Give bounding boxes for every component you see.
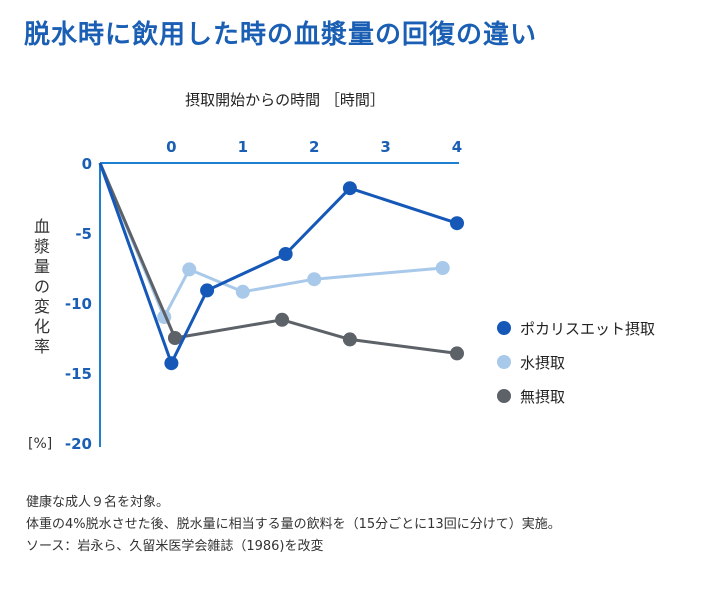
data-point (342, 332, 357, 347)
chart-title: 脱水時に飲用した時の血漿量の回復の違い (24, 20, 538, 50)
legend-marker (497, 389, 511, 403)
footnote-source: ソース：岩永ら、久留米医学会雑誌（1986)を改変 (26, 539, 324, 554)
data-point (342, 181, 357, 196)
series-line (98, 162, 443, 319)
y-axis-label-char: 血 (34, 217, 50, 236)
legend-label: 無摂取 (520, 388, 565, 406)
y-axis-label-char: 漿 (34, 237, 50, 256)
data-point (435, 261, 450, 275)
x-tick-label: 4 (452, 138, 462, 156)
data-point (275, 312, 290, 327)
y-axis-label-char: の (34, 277, 50, 296)
legend-marker (497, 355, 511, 369)
footnote-subjects: 健康な成人９名を対象。 (26, 495, 170, 510)
x-axis-label: 摂取開始からの時間 ［時間］ (185, 91, 385, 109)
x-tick-label: 2 (309, 138, 319, 156)
y-tick-label: -5 (75, 225, 92, 243)
data-point (164, 356, 179, 371)
data-point (278, 247, 293, 261)
line-chart: 摂取開始からの時間 ［時間］ 0 1 2 3 4 0 -5 -10 -15 -20 [%] 血漿量の変化… (28, 91, 655, 453)
legend-marker (497, 321, 511, 335)
data-point (450, 346, 464, 361)
y-tick-label: 0 (82, 155, 92, 173)
x-tick-label: 1 (238, 138, 248, 156)
y-axis-label-char: 量 (34, 257, 50, 276)
footnote-method: 体重の4%脱水させた後、脱水量に相当する量の飲料を（15分ごとに13回に分けて）… (26, 517, 561, 532)
data-point (307, 272, 322, 287)
data-point (182, 262, 197, 277)
legend-label: 水摂取 (520, 354, 565, 372)
y-axis-label-char: 変 (34, 297, 50, 316)
series-line (98, 162, 458, 365)
legend-label: ポカリスエット摂取 (520, 320, 655, 338)
x-tick-label: 0 (166, 138, 176, 156)
series-lines (98, 162, 464, 371)
y-tick-label: -15 (65, 365, 92, 383)
y-axis-label-char: 率 (34, 337, 50, 356)
y-axis-unit: [%] (28, 436, 52, 452)
data-point (235, 284, 250, 299)
y-tick-label: -10 (65, 295, 92, 313)
axes: 摂取開始からの時間 ［時間］ 0 1 2 3 4 0 -5 -10 -15 -20 [%] 血漿量の変化… (28, 91, 462, 453)
x-tick-label: 3 (380, 138, 390, 156)
footnotes: 健康な成人９名を対象。 体重の4%脱水させた後、脱水量に相当する量の飲料を（15… (26, 492, 561, 558)
data-point (167, 331, 182, 345)
data-point (200, 283, 215, 298)
y-axis-label-char: 化 (34, 317, 50, 336)
data-point (450, 216, 464, 231)
y-tick-label: -20 (65, 435, 92, 453)
